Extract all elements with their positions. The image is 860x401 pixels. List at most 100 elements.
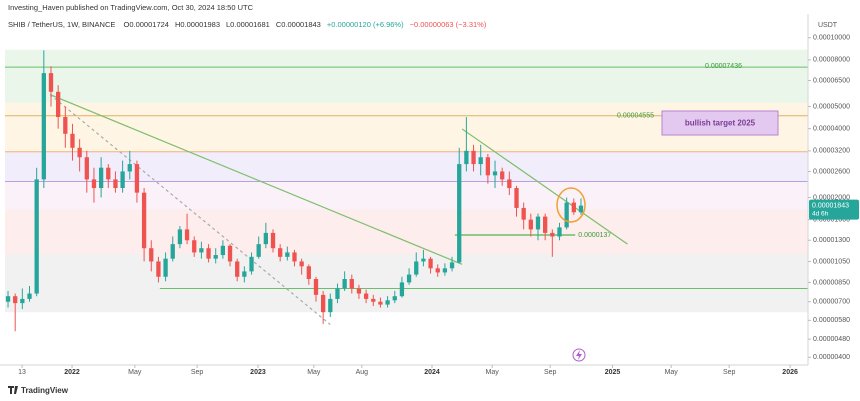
candle-body [320, 294, 326, 313]
candle-body [535, 216, 541, 230]
candle-body [285, 252, 290, 257]
candle-body [5, 296, 11, 302]
candle-body [56, 91, 61, 117]
candle-body [492, 171, 498, 176]
candle-body [48, 73, 54, 92]
candle-body [406, 274, 412, 283]
candle-body [471, 150, 476, 165]
candle-body [414, 261, 419, 275]
candle-body [220, 245, 226, 256]
candle-body [328, 298, 333, 313]
annotation-box [661, 110, 779, 136]
candle-body [578, 205, 584, 213]
candle-body [41, 73, 46, 180]
candle-body [120, 171, 125, 189]
candle-body [149, 248, 154, 262]
candle-body [457, 164, 462, 263]
zone-band [5, 209, 808, 255]
zone-band [5, 181, 808, 210]
zone-band [5, 49, 808, 103]
y-tick-label: 0.00002000 [813, 194, 850, 201]
ohlc-item: +0.00000120 (+6.96%) [327, 20, 404, 29]
brand: TradingView [21, 386, 69, 395]
candle-body [278, 248, 283, 257]
candle-body [335, 288, 340, 299]
candle-body [385, 300, 390, 305]
event-icon [572, 348, 586, 362]
candle-body [91, 179, 97, 189]
candle-body [177, 229, 183, 245]
candle-body [349, 278, 354, 289]
candle-body [213, 255, 218, 259]
x-tick-label: May [665, 369, 679, 376]
trendline [461, 128, 628, 245]
x-tick-label: May [128, 369, 142, 376]
candle-body [235, 261, 240, 277]
x-tick-label: May [307, 369, 321, 376]
candle-body [242, 271, 247, 277]
candle-body [227, 245, 233, 262]
logo: TradingView [8, 386, 69, 395]
candle-body [206, 248, 211, 259]
candle-body [134, 164, 140, 193]
candle-body [113, 179, 118, 189]
y-tick-label: 0.00006500 [813, 77, 850, 84]
ohlc-item: H0.00001983 [175, 20, 220, 29]
x-tick-label: 2025 [605, 369, 621, 376]
candle-body [184, 229, 190, 241]
y-tick-label: 0.00000400 [813, 354, 850, 361]
candle-body [478, 157, 483, 165]
y-tick-label: 0.00005000 [813, 103, 850, 110]
candle-body [199, 248, 204, 253]
candle-body [435, 268, 440, 273]
y-tick-label: 0.00004000 [813, 126, 850, 133]
y-tick-label: 0.00002600 [813, 168, 850, 175]
candle-body [356, 288, 362, 294]
candle-body [70, 133, 75, 148]
candle-body [84, 157, 89, 180]
x-tick-label: 2024 [424, 369, 440, 376]
candle-body [564, 202, 569, 228]
candle-body [378, 301, 383, 305]
x-tick-label: Aug [356, 369, 369, 376]
x-tick-label: 2023 [250, 369, 266, 376]
x-tick-label: 2026 [782, 369, 798, 376]
candle-body [557, 227, 562, 237]
candle-body [127, 164, 132, 172]
candle-body [571, 202, 576, 213]
published-note: Investing_Haven published on TradingView… [8, 3, 254, 12]
candle-body [141, 192, 147, 249]
candle-body [20, 298, 25, 304]
y-tick-label: 0.00000580 [813, 317, 850, 324]
candle-body [485, 157, 491, 176]
logo-mark [8, 386, 18, 394]
x-tick-label: 2022 [64, 369, 80, 376]
y-tick-label: 0.00008000 [813, 57, 850, 64]
candle-body [13, 296, 18, 304]
candle-body [306, 266, 311, 279]
candle-body [313, 278, 319, 295]
ohlc-item: L0.00001681 [226, 20, 270, 29]
candle-body [34, 179, 39, 294]
candle-body [192, 240, 197, 253]
candle-body [106, 167, 111, 180]
y-tick-label: 0.00000480 [813, 336, 850, 343]
candle-body [27, 293, 32, 299]
candle-body [442, 268, 448, 273]
candle-body [170, 244, 175, 259]
trendline [49, 94, 463, 265]
candle-body [299, 261, 304, 267]
x-tick-label: Sep [544, 369, 557, 376]
candle-body [342, 278, 347, 289]
candle-body [292, 252, 297, 262]
support-label: 0.0000137 [578, 232, 611, 239]
price-tag-value: 0.00001843 [812, 202, 849, 209]
symbol: SHIB / TetherUS, 1W, BINANCE [8, 20, 115, 29]
candle-body [550, 232, 555, 237]
y-tick-label: 0.00001050 [813, 258, 850, 265]
ohlc-item: O0.00001724 [124, 20, 169, 29]
price-unit: USDT [818, 22, 838, 29]
candle-body [163, 258, 168, 277]
symbol-header: SHIB / TetherUS, 1W, BINANCE O0.00001724… [8, 20, 487, 29]
